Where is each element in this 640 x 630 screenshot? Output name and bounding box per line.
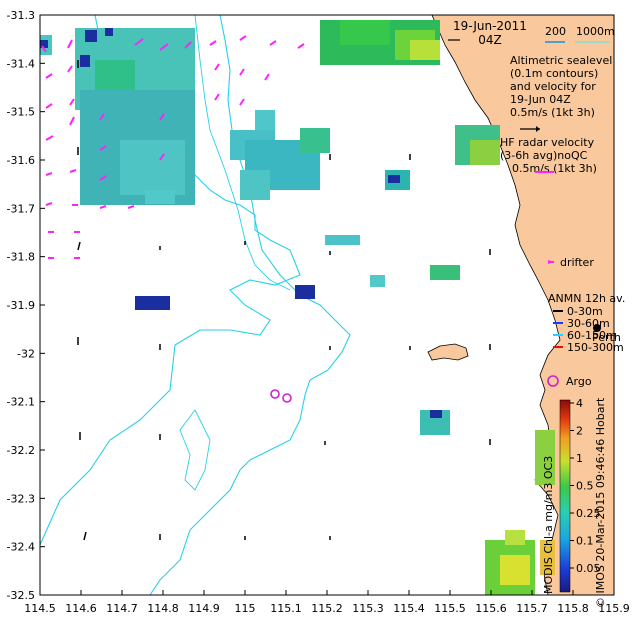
- colorbar-tick-label: 0.5: [576, 480, 594, 493]
- y-tick-label: -32.4: [7, 541, 35, 554]
- title-time: 04Z: [478, 33, 502, 47]
- island: [427, 343, 469, 361]
- x-tick-label: 114.5: [24, 602, 56, 615]
- x-tick-label: 115.3: [352, 602, 384, 615]
- y-tick-label: -31.6: [7, 154, 35, 167]
- x-tick-label: 115.6: [475, 602, 507, 615]
- altimetry-note-line: 0.5m/s (1kt 3h): [510, 106, 595, 119]
- anmn-legend-label: 150-300m: [567, 341, 624, 354]
- altimetry-note-line: and velocity for: [510, 80, 596, 93]
- contour-loop: [179, 409, 211, 491]
- argo-legend-marker: [547, 375, 559, 387]
- argo-label: Argo: [566, 375, 592, 388]
- x-tick-label: 114.6: [65, 602, 97, 615]
- x-tick-label: 115.8: [557, 602, 589, 615]
- y-tick-label: -31.3: [7, 9, 35, 22]
- perth-marker: [593, 324, 601, 332]
- colorbar-tick-label: 0.1: [576, 535, 594, 548]
- y-tick-label: -31.9: [7, 299, 35, 312]
- depth-legend-1000: 1000m: [576, 25, 615, 38]
- colorbar-tick-label: 0.25: [576, 507, 601, 520]
- colorbar-tick-label: 0.05: [576, 562, 601, 575]
- colorbar-tick-label: 1: [576, 452, 583, 465]
- x-tick-label: 115.1: [270, 602, 302, 615]
- altimetry-arrowhead: [536, 126, 540, 132]
- credit-line: © IMOS 20-Mar-2015 09:46:46 Hobart: [594, 397, 607, 608]
- x-tick-label: 115.4: [393, 602, 425, 615]
- hf-note-line: HF radar velocity: [500, 136, 595, 149]
- chlorophyll-patches: [40, 20, 555, 595]
- x-tick-label: 115.7: [516, 602, 548, 615]
- altimetry-note-line: 19-Jun 04Z: [510, 93, 571, 106]
- argo-markers: [270, 389, 292, 403]
- hf-note-line: (3-6h avg)noQC: [500, 149, 588, 162]
- drifter-marker: [548, 260, 554, 264]
- y-tick-label: -31.7: [7, 202, 35, 215]
- x-tick-label: 115.9: [598, 602, 630, 615]
- colorbar-tick-label: 4: [576, 397, 583, 410]
- y-tick-label: -32.5: [7, 589, 35, 602]
- anmn-title: ANMN 12h av.: [548, 292, 625, 305]
- x-tick-label: 114.9: [188, 602, 220, 615]
- y-tick-label: -32.3: [7, 492, 35, 505]
- altimetry-note: Altimetric sealevel(0.1m contours)and ve…: [510, 54, 612, 119]
- contour-inner: [194, 14, 291, 291]
- colorbar: [559, 399, 571, 593]
- anmn-legend-label: 0-30m: [567, 305, 603, 318]
- x-tick-label: 115.2: [311, 602, 343, 615]
- altimetry-note-line: (0.1m contours): [510, 67, 598, 80]
- colorbar-ticks: 0.05 0.1 0.25 0.5 1 2 4: [570, 397, 601, 575]
- y-axis: -31.3 -31.4 -31.5 -31.6 -31.7 -31.8 -31.9 -32 -3…: [7, 9, 45, 602]
- y-tick-label: -32.1: [7, 396, 35, 409]
- y-tick-label: -31.4: [7, 57, 35, 70]
- y-tick-label: -32: [17, 347, 35, 360]
- x-tick-label: 114.8: [147, 602, 179, 615]
- x-axis: 114.5 114.6 114.7 114.8 114.9 115 115.1 115.2 11…: [24, 590, 630, 615]
- depth-legend-200: 200: [545, 25, 566, 38]
- drifter-label: drifter: [560, 256, 594, 269]
- altimetry-note-line: Altimetric sealevel: [510, 54, 612, 67]
- y-tick-label: -32.2: [7, 444, 35, 457]
- x-tick-label: 114.7: [106, 602, 138, 615]
- anmn-legend-label: 60-150m: [567, 329, 617, 342]
- y-tick-label: -31.5: [7, 106, 35, 119]
- altimetry-vectors: [77, 60, 491, 541]
- x-tick-label: 115.5: [434, 602, 466, 615]
- colorbar-tick-label: 2: [576, 425, 583, 438]
- y-tick-label: -31.8: [7, 251, 35, 264]
- colorbar-title: MODIS Chl-a mg/m3 OC3: [542, 456, 555, 594]
- title-date: 19-Jun-2011: [453, 19, 527, 33]
- hf-note-line: 0.5m/s (1kt 3h): [512, 162, 597, 175]
- x-tick-label: 115: [235, 602, 256, 615]
- perth-label: Perth: [592, 331, 621, 344]
